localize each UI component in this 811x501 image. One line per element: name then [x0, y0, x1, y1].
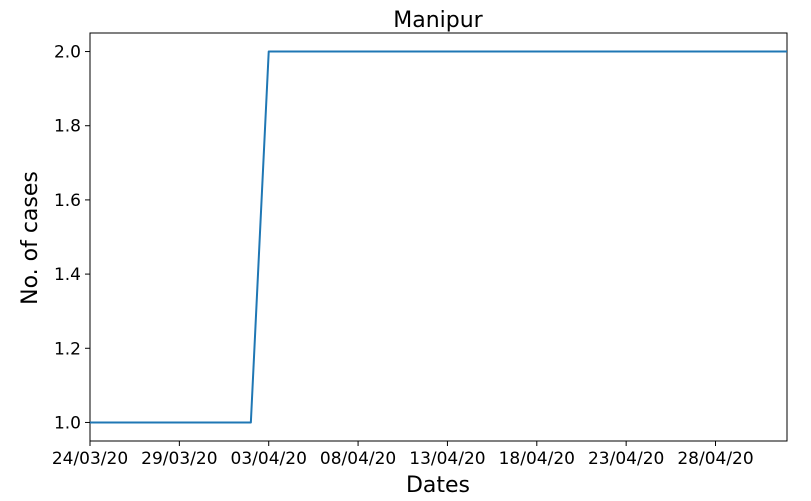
y-tick-label: 1.6	[54, 191, 81, 211]
y-axis-label: No. of cases	[18, 171, 43, 305]
x-tick-label: 29/03/20	[141, 449, 217, 469]
x-tick-label: 13/04/20	[409, 449, 485, 469]
y-tick-label: 1.0	[54, 413, 81, 433]
y-tick-label: 1.2	[54, 339, 81, 359]
series-line-0	[90, 50, 787, 424]
x-tick-label: 28/04/20	[677, 449, 753, 469]
y-tick-label: 2.0	[54, 43, 81, 63]
y-tick-label: 1.4	[54, 265, 81, 285]
x-tick-label: 18/04/20	[499, 449, 575, 469]
x-tick-label: 03/04/20	[231, 449, 307, 469]
plot-frame	[89, 32, 788, 442]
y-tick-label: 1.8	[54, 117, 81, 137]
x-tick-label: 08/04/20	[320, 449, 396, 469]
plot-area: 1.0 1.2 1.4 1.6 1.8 2.0 24/03/20 29/03/20 03/04/…	[52, 32, 788, 469]
x-tick-label: 24/03/20	[52, 449, 128, 469]
x-tick-label: 23/04/20	[588, 449, 664, 469]
chart-title: Manipur	[393, 8, 483, 33]
x-axis-label: Dates	[406, 473, 470, 498]
